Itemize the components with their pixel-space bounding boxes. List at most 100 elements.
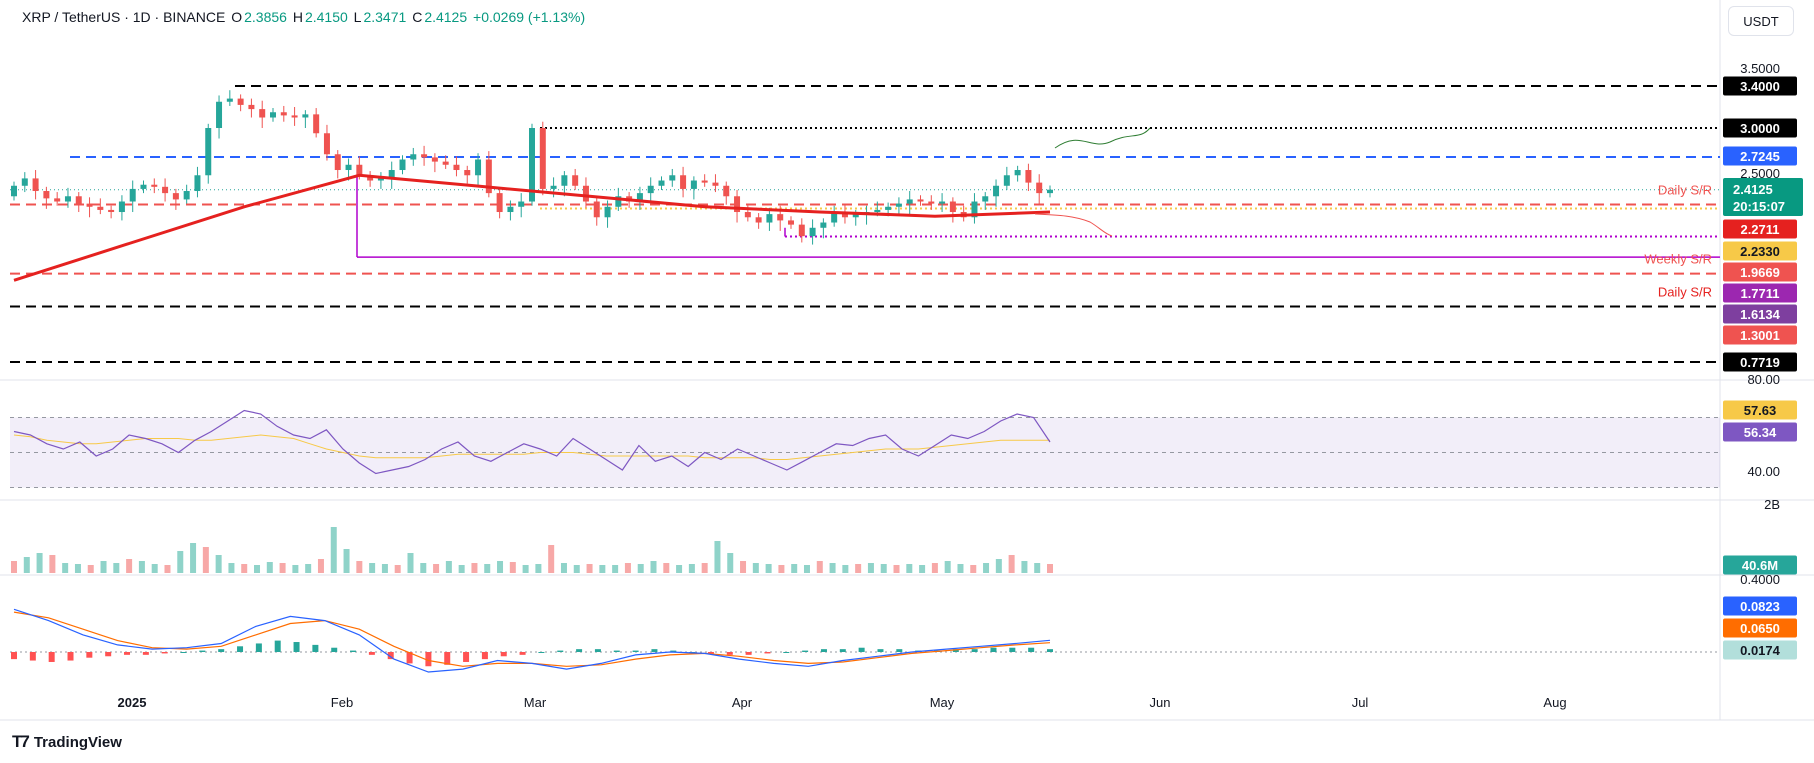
candle[interactable]: [1003, 166, 1010, 190]
candle[interactable]: [604, 200, 611, 228]
candle[interactable]: [518, 193, 525, 218]
candle[interactable]: [755, 213, 762, 229]
candle[interactable]: [475, 153, 482, 186]
candle[interactable]: [11, 181, 17, 201]
candle[interactable]: [917, 195, 924, 206]
candle[interactable]: [690, 176, 697, 200]
candle[interactable]: [410, 147, 417, 166]
candle[interactable]: [270, 108, 276, 122]
level-badge-2.7245[interactable]: 2.7245: [1723, 146, 1797, 166]
candle[interactable]: [97, 198, 104, 215]
candle[interactable]: [507, 200, 514, 221]
candle[interactable]: [647, 177, 654, 204]
candle[interactable]: [939, 193, 946, 213]
candle[interactable]: [421, 145, 428, 166]
candle[interactable]: [582, 177, 589, 208]
candle[interactable]: [431, 153, 438, 173]
candle[interactable]: [43, 186, 50, 209]
candle[interactable]: [723, 181, 730, 205]
volume-badge[interactable]: 40.6M: [1723, 555, 1797, 575]
candle[interactable]: [442, 155, 449, 169]
candle[interactable]: [928, 195, 935, 210]
candle[interactable]: [734, 189, 741, 223]
symbol-title[interactable]: XRP / TetherUS · 1D · BINANCE: [22, 9, 226, 25]
candle[interactable]: [237, 94, 244, 112]
candle[interactable]: [1025, 163, 1032, 192]
candle[interactable]: [809, 219, 816, 245]
candle[interactable]: [302, 110, 309, 129]
candle[interactable]: [280, 105, 287, 122]
macd-badge[interactable]: 0.0823: [1723, 596, 1797, 616]
candle[interactable]: [172, 188, 179, 210]
candle[interactable]: [313, 108, 320, 138]
signal-badge[interactable]: 0.0650: [1723, 618, 1797, 638]
candle[interactable]: [291, 107, 298, 126]
candle[interactable]: [367, 171, 374, 187]
candle[interactable]: [64, 187, 71, 208]
candle[interactable]: [561, 171, 568, 197]
tradingview-logo[interactable]: T7 TradingView: [12, 732, 122, 752]
level-badge-1.9669[interactable]: 1.9669: [1723, 262, 1797, 282]
level-badge-0.7719[interactable]: 0.7719: [1723, 352, 1797, 372]
level-badge-1.3001[interactable]: 1.3001: [1723, 325, 1797, 345]
candle[interactable]: [464, 165, 471, 184]
candle[interactable]: [259, 100, 266, 129]
candle[interactable]: [226, 90, 233, 106]
candle[interactable]: [820, 218, 827, 239]
candle[interactable]: [453, 156, 460, 177]
level-badge-2.2330[interactable]: 2.2330: [1723, 241, 1797, 261]
candle[interactable]: [669, 168, 676, 187]
candle[interactable]: [658, 176, 665, 190]
candle[interactable]: [32, 170, 39, 200]
candle[interactable]: [895, 197, 902, 216]
histogram-badge[interactable]: 0.0174: [1723, 640, 1797, 660]
level-badge-3.0000[interactable]: 3.0000: [1723, 118, 1797, 138]
candle[interactable]: [118, 195, 125, 221]
candle[interactable]: [1036, 174, 1043, 204]
candle[interactable]: [529, 123, 535, 206]
candle[interactable]: [75, 192, 82, 213]
candle[interactable]: [1047, 185, 1053, 198]
rsi-ma-badge[interactable]: 57.63: [1723, 400, 1797, 420]
candle[interactable]: [334, 150, 341, 179]
candle[interactable]: [129, 180, 136, 213]
currency-button[interactable]: USDT: [1728, 6, 1794, 36]
candle[interactable]: [949, 197, 956, 223]
candle[interactable]: [766, 207, 773, 231]
level-badge-1.7711[interactable]: 1.7711: [1723, 283, 1797, 303]
candle[interactable]: [982, 192, 989, 210]
level-badge-3.4000[interactable]: 3.4000: [1723, 76, 1797, 96]
candle[interactable]: [323, 124, 330, 161]
rsi-badge[interactable]: 56.34: [1723, 422, 1797, 442]
current-price-badge[interactable]: 2.4125 20:15:07: [1723, 178, 1803, 216]
candle[interactable]: [788, 216, 794, 229]
candle[interactable]: [86, 197, 93, 218]
candle[interactable]: [496, 188, 503, 219]
candle[interactable]: [831, 205, 838, 227]
candle[interactable]: [140, 180, 147, 194]
candle[interactable]: [539, 121, 546, 196]
candle[interactable]: [906, 191, 913, 215]
candle[interactable]: [21, 172, 28, 193]
candle[interactable]: [54, 192, 61, 206]
candle[interactable]: [798, 218, 805, 243]
candle[interactable]: [205, 123, 212, 184]
candle[interactable]: [971, 193, 978, 224]
candle[interactable]: [485, 151, 492, 198]
candle[interactable]: [108, 205, 115, 219]
candle[interactable]: [194, 166, 201, 198]
candle[interactable]: [572, 168, 579, 190]
candle[interactable]: [712, 174, 719, 193]
candle[interactable]: [993, 179, 1000, 207]
candle[interactable]: [183, 184, 190, 204]
candle[interactable]: [151, 178, 158, 194]
candle[interactable]: [680, 166, 687, 198]
candle[interactable]: [593, 197, 600, 226]
candle[interactable]: [216, 95, 223, 139]
candle[interactable]: [1014, 165, 1021, 182]
candle[interactable]: [399, 155, 406, 175]
candle[interactable]: [636, 186, 643, 210]
level-badge-2.2711[interactable]: 2.2711: [1723, 219, 1797, 239]
candle[interactable]: [701, 174, 708, 187]
